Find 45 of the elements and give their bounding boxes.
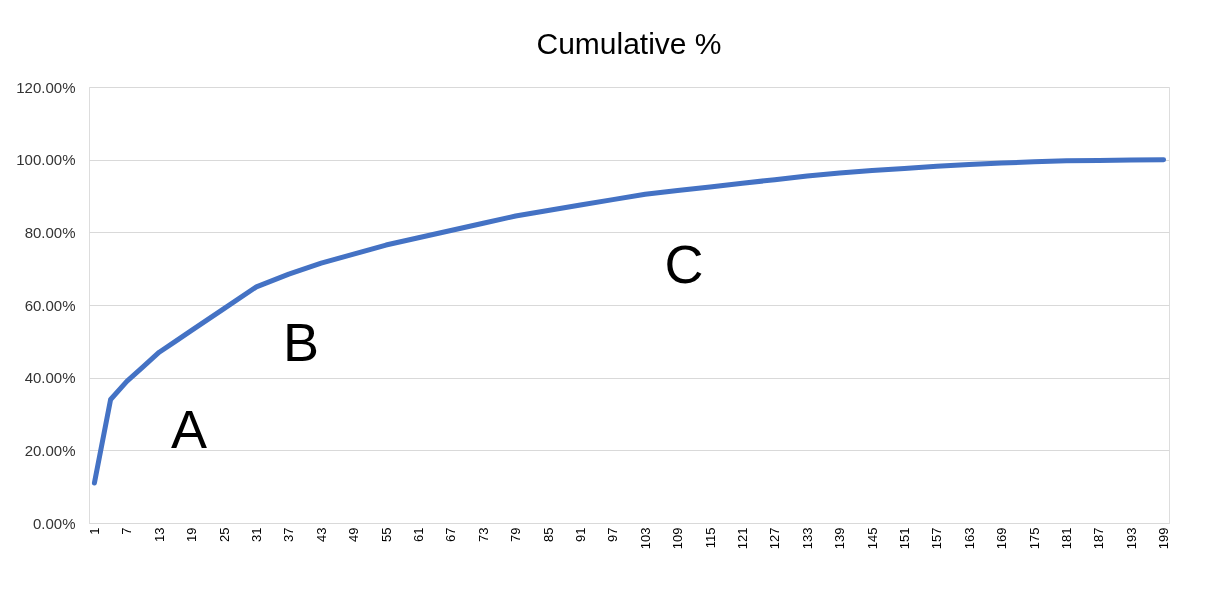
x-tick-label: 145 bbox=[864, 527, 880, 550]
x-tick-label: 133 bbox=[799, 527, 815, 550]
x-tick-label: 67 bbox=[443, 527, 459, 542]
x-tick-label: 151 bbox=[896, 527, 912, 550]
x-tick-label: 193 bbox=[1123, 527, 1139, 550]
x-tick-label: 97 bbox=[605, 527, 621, 542]
x-tick-label: 199 bbox=[1156, 527, 1172, 550]
x-tick-label: 43 bbox=[313, 527, 329, 542]
x-tick-label: 91 bbox=[572, 527, 588, 542]
x-tick-label: 55 bbox=[378, 527, 394, 542]
x-tick-label: 163 bbox=[961, 527, 977, 550]
annotation: C bbox=[664, 234, 704, 294]
x-tick-label: 109 bbox=[670, 527, 686, 550]
x-tick-label: 49 bbox=[346, 527, 362, 542]
x-tick-label: 31 bbox=[248, 527, 264, 542]
x-tick-label: 13 bbox=[151, 527, 167, 542]
x-tick-label: 127 bbox=[767, 527, 783, 550]
x-tick-label: 169 bbox=[994, 527, 1010, 550]
x-tick-label: 7 bbox=[119, 527, 135, 535]
x-tick-label: 121 bbox=[734, 527, 750, 550]
x-tick-label: 139 bbox=[832, 527, 848, 550]
x-tick-label: 25 bbox=[216, 527, 232, 542]
annotation: A bbox=[170, 399, 208, 459]
chart-title: Cumulative % bbox=[536, 27, 722, 60]
x-tick-label: 79 bbox=[508, 527, 524, 542]
y-tick-label: 100.00% bbox=[16, 151, 76, 169]
x-tick-label: 1 bbox=[86, 527, 102, 535]
x-tick-label: 85 bbox=[540, 527, 556, 542]
x-tick-label: 19 bbox=[184, 527, 200, 542]
y-tick-label: 20.00% bbox=[24, 441, 76, 459]
annotation: B bbox=[282, 312, 320, 372]
y-tick-label: 0.00% bbox=[32, 514, 76, 532]
x-tick-label: 37 bbox=[281, 527, 297, 542]
x-tick-label: 103 bbox=[637, 527, 653, 550]
x-tick-label: 175 bbox=[1026, 527, 1042, 550]
y-tick-label: 80.00% bbox=[24, 223, 76, 241]
x-tick-label: 157 bbox=[929, 527, 945, 550]
y-tick-label: 120.00% bbox=[16, 78, 76, 96]
x-tick-label: 187 bbox=[1091, 527, 1107, 550]
y-tick-label: 60.00% bbox=[24, 296, 76, 314]
x-tick-label: 181 bbox=[1058, 527, 1074, 550]
y-tick-label: 40.00% bbox=[24, 369, 76, 387]
x-tick-label: 73 bbox=[475, 527, 491, 542]
x-tick-label: 115 bbox=[702, 527, 718, 549]
x-tick-label: 61 bbox=[410, 527, 426, 542]
